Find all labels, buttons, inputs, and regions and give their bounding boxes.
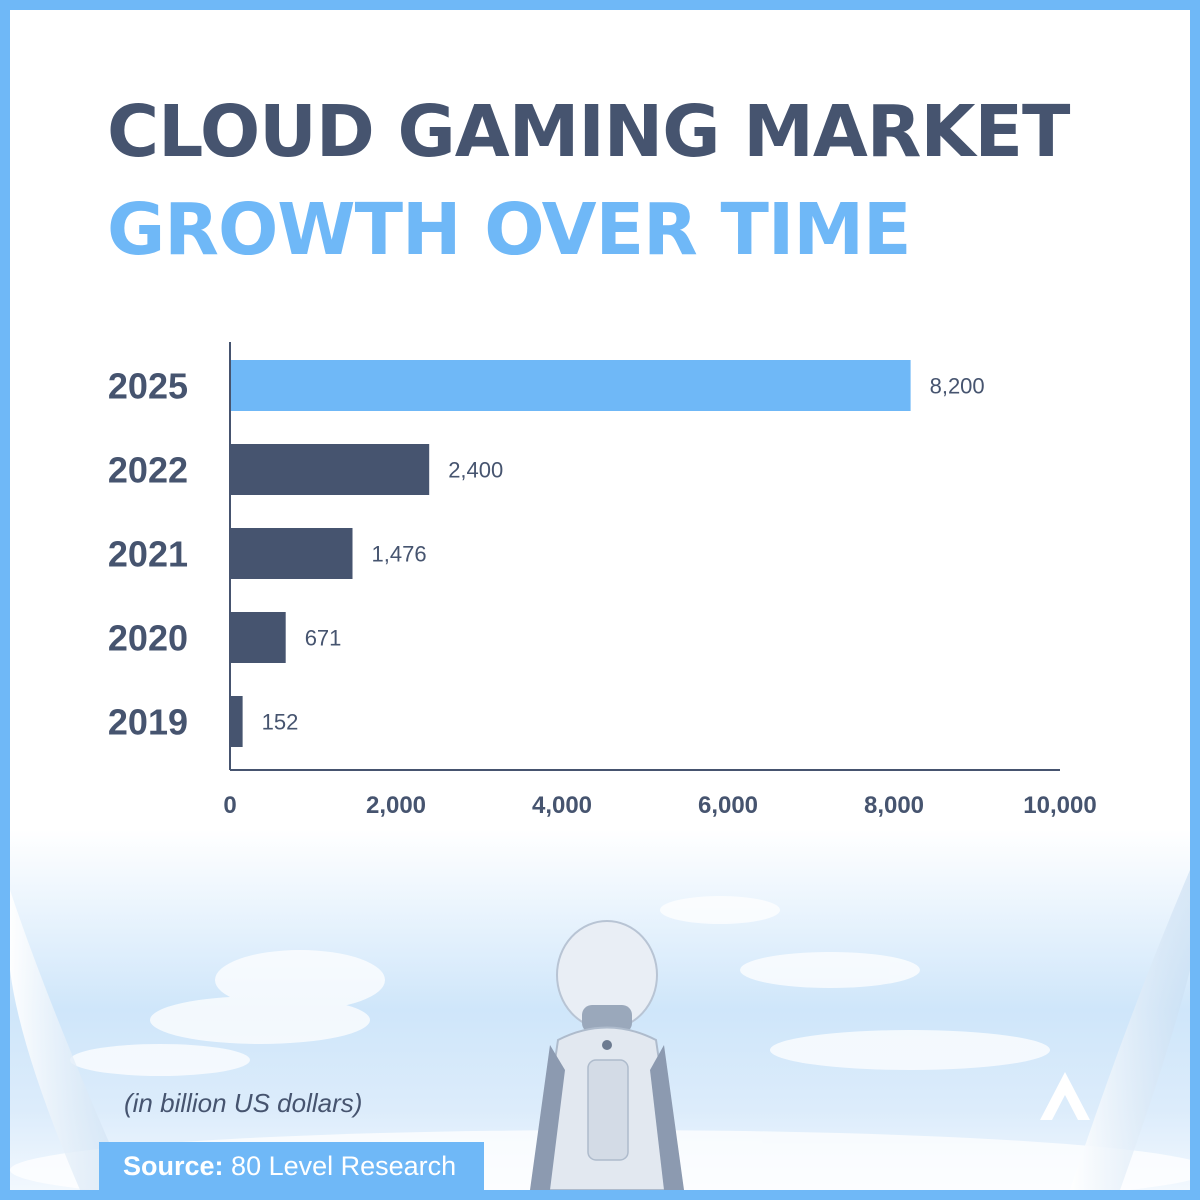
value-label-2021: 1,476 <box>372 542 427 567</box>
x-tick-label-2000: 2,000 <box>366 792 426 819</box>
value-label-2022: 2,400 <box>448 458 503 483</box>
bar-2022 <box>230 444 430 495</box>
window-arc-left <box>10 890 130 1190</box>
logo-icon <box>1040 1072 1090 1120</box>
y-tick-label-2019: 2019 <box>108 702 188 743</box>
x-tick-label-10000: 10,000 <box>1023 792 1096 819</box>
value-label-2025: 8,200 <box>930 374 985 399</box>
title-line-1: CLOUD GAMING MARKET <box>107 90 1070 173</box>
infographic-frame: CLOUD GAMING MARKET GROWTH OVER TIME 202… <box>10 10 1190 1190</box>
x-tick-label-8000: 8,000 <box>864 792 924 819</box>
bar-chart: 2025 2022 2021 2020 2019 8,200 2,400 1,476 671 1… <box>108 342 1097 819</box>
value-label-2020: 671 <box>305 626 342 651</box>
title-line-2: GROWTH OVER TIME <box>107 188 911 271</box>
bar-2020 <box>230 612 286 663</box>
source-label: Source: <box>123 1151 224 1181</box>
source-box: Source: 80 Level Research <box>99 1142 484 1190</box>
x-tick-label-4000: 4,000 <box>532 792 592 819</box>
window-arc-right <box>1070 870 1190 1190</box>
y-tick-label-2022: 2022 <box>108 450 188 491</box>
bar-2019 <box>230 696 243 747</box>
value-label-2019: 152 <box>262 710 299 735</box>
x-tick-label-6000: 6,000 <box>698 792 758 819</box>
y-tick-label-2020: 2020 <box>108 618 188 659</box>
source-text: 80 Level Research <box>231 1151 457 1181</box>
astronaut-illustration <box>530 920 684 1190</box>
y-tick-label-2021: 2021 <box>108 534 188 575</box>
unit-note: (in billion US dollars) <box>124 1088 363 1118</box>
bar-2025 <box>230 360 911 411</box>
bar-2021 <box>230 528 353 579</box>
y-tick-label-2025: 2025 <box>108 366 188 407</box>
x-tick-label-0: 0 <box>223 792 236 819</box>
